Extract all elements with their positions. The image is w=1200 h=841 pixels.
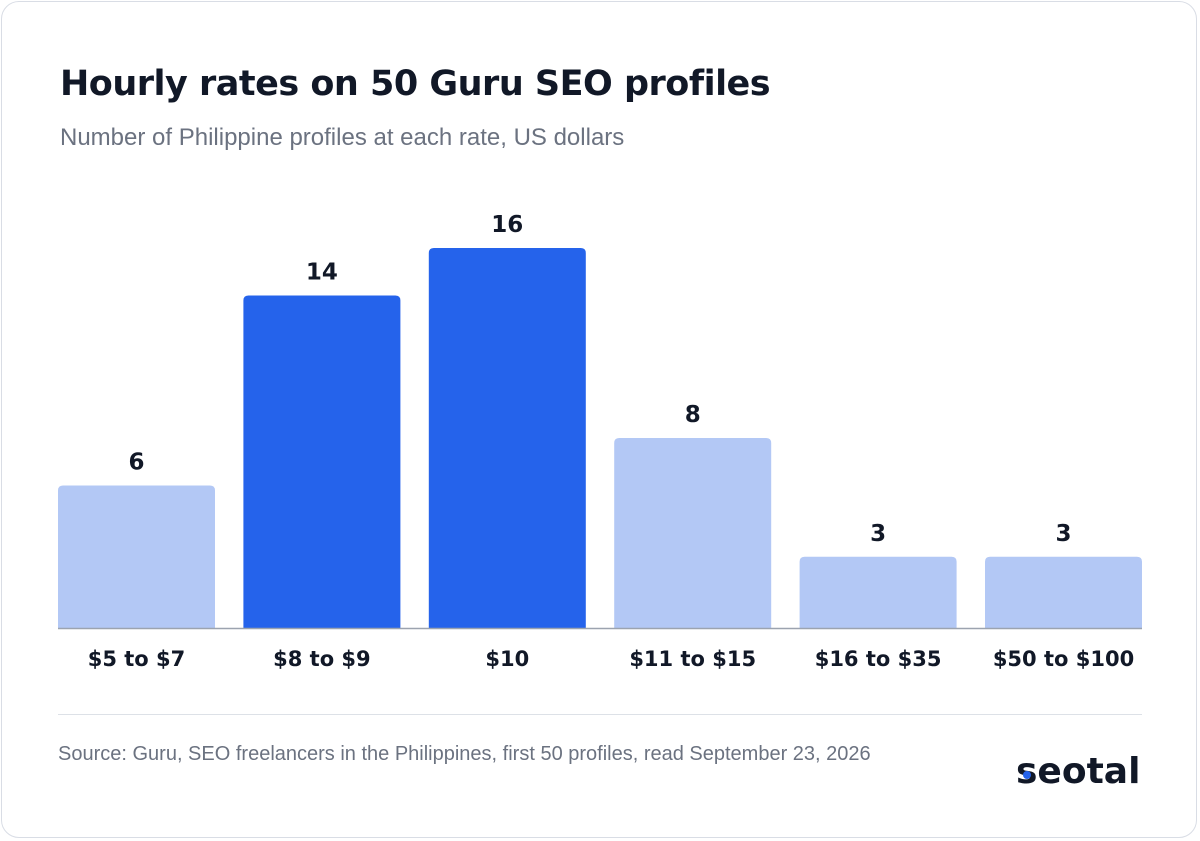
category-label: $50 to $100 [993,647,1134,671]
source-note: Source: Guru, SEO freelancers in the Phi… [58,743,871,765]
bar-5 [985,556,1142,628]
chart-title: Hourly rates on 50 Guru SEO profiles [60,64,771,104]
bar-4 [799,556,957,628]
category-label: $16 to $35 [815,647,942,671]
category-label: $8 to $9 [273,647,371,671]
bar-value-label: 3 [1055,521,1071,547]
bar-3 [614,438,772,628]
bar-1 [243,295,401,628]
bar-value-label: 16 [491,212,523,238]
bar-value-label: 6 [128,450,144,476]
category-label: $11 to $15 [629,647,756,671]
category-label: $5 to $7 [88,647,186,671]
footer-divider [58,714,1142,715]
chart-subtitle: Number of Philippine profiles at each ra… [60,124,625,151]
bar-0 [58,485,215,628]
brand-logo-dot [1023,771,1031,779]
bar-value-label: 14 [306,260,338,286]
bar-value-label: 3 [870,521,886,547]
bar-chart: 6 $5 to $7 14 $8 to $9 16 $10 8 $11 to $15 3 $16 … [58,212,1142,671]
brand-logo: seotal [1016,751,1141,792]
bar-2 [428,248,586,628]
bar-value-label: 8 [685,402,701,428]
category-label: $10 [485,647,529,671]
